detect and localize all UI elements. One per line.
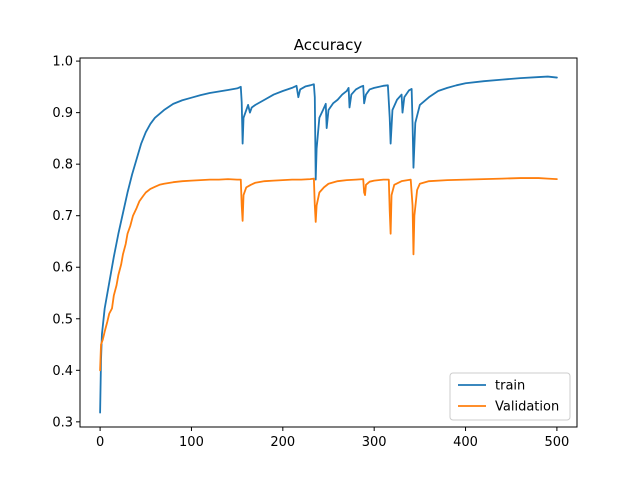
legend-label-train: train xyxy=(495,379,525,394)
y-tick-label: 0.8 xyxy=(52,158,73,173)
series-line-train xyxy=(99,75,558,414)
plot-frame xyxy=(79,57,578,428)
x-axis: 0 100 200 300 400 500 xyxy=(96,427,569,450)
x-tick-label: 200 xyxy=(270,435,295,450)
legend-label-validation: Validation xyxy=(495,400,559,415)
y-tick-label: 0.3 xyxy=(52,415,73,430)
y-tick-label: 0.4 xyxy=(52,364,73,379)
y-tick-label: 0.6 xyxy=(52,261,73,276)
series-lines xyxy=(99,75,558,414)
y-tick-label: 0.7 xyxy=(52,209,73,224)
x-tick-label: 400 xyxy=(453,435,478,450)
y-axis: 0.3 0.4 0.5 0.6 0.7 0.8 0.9 1.0 xyxy=(52,55,80,430)
y-tick-label: 1.0 xyxy=(52,55,73,70)
legend: train Validation xyxy=(449,372,571,421)
x-tick-label: 500 xyxy=(544,435,569,450)
x-tick-label: 100 xyxy=(179,435,204,450)
x-tick-label: 0 xyxy=(96,435,104,450)
chart-title: Accuracy xyxy=(294,36,363,54)
y-tick-label: 0.9 xyxy=(52,106,73,121)
series-line-validation xyxy=(99,177,558,372)
x-tick-label: 300 xyxy=(362,435,387,450)
y-tick-label: 0.5 xyxy=(52,312,73,327)
